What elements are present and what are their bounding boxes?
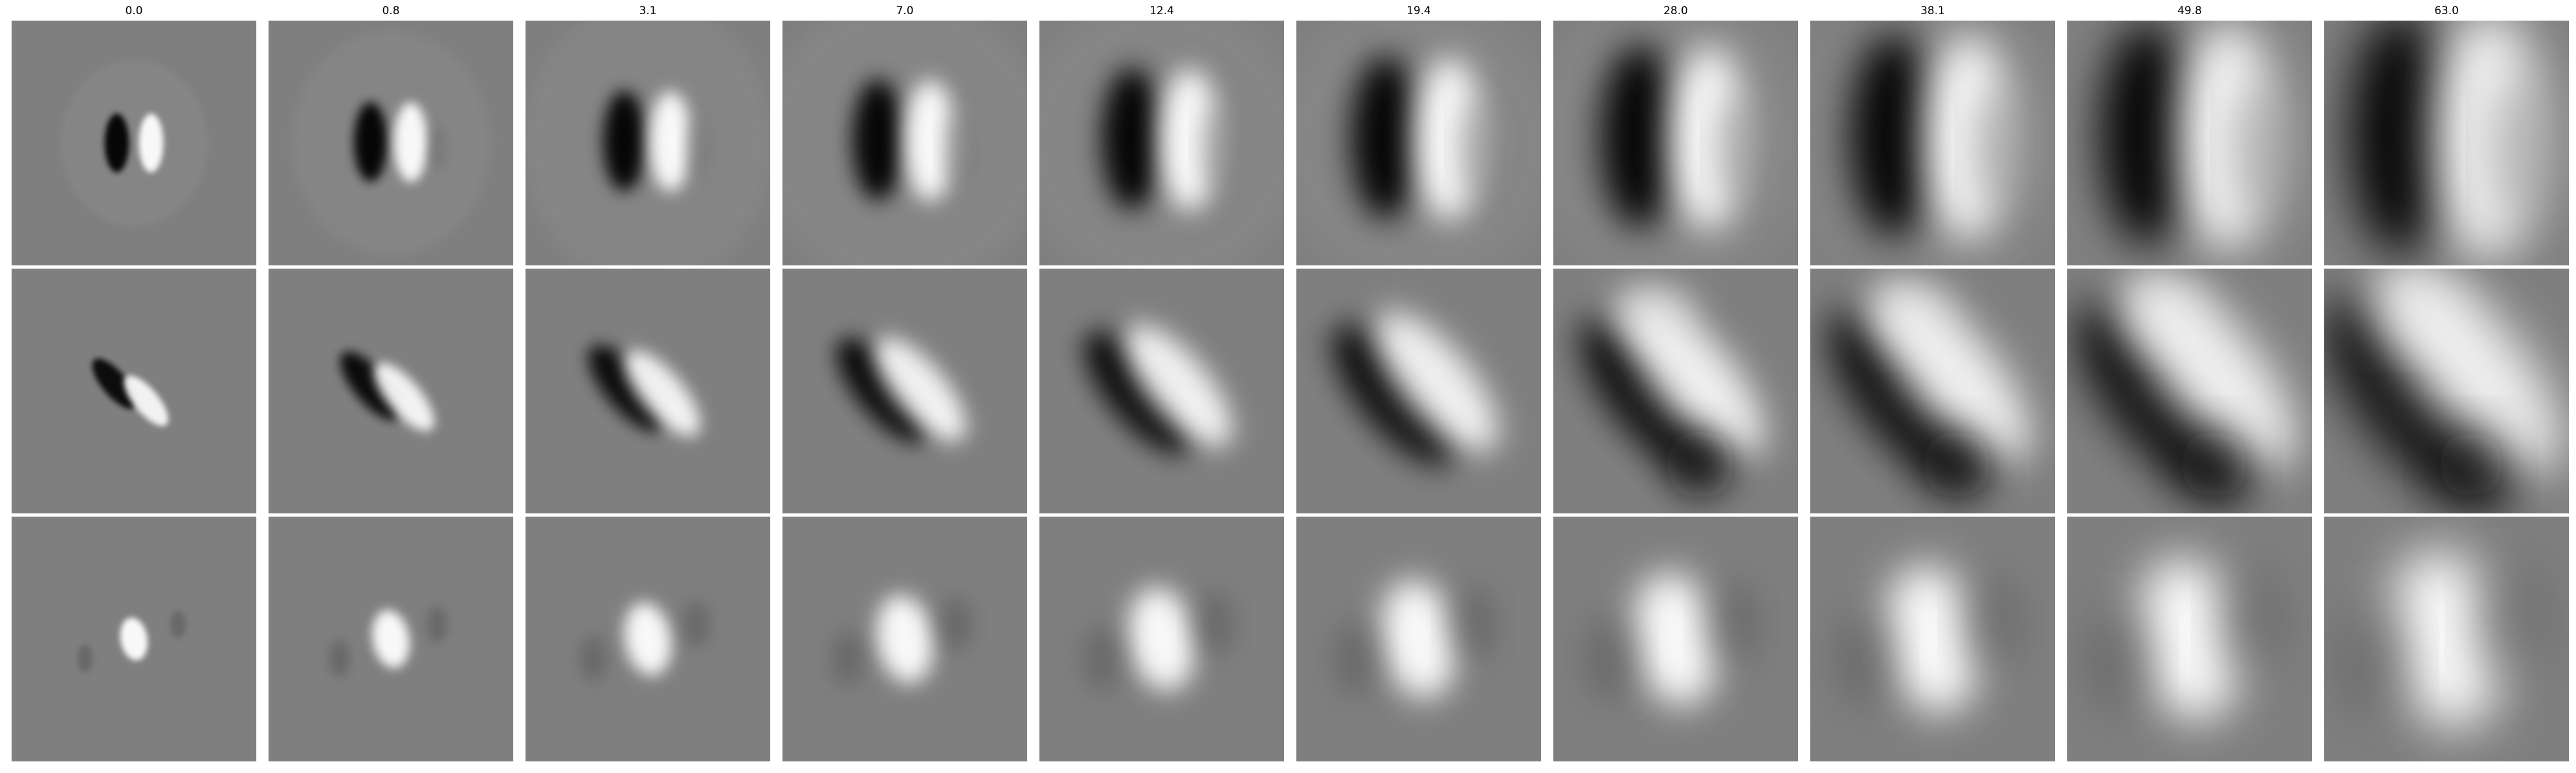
filter-panel bbox=[12, 21, 256, 265]
filter-panel bbox=[2067, 269, 2312, 513]
filter-panel bbox=[526, 21, 770, 265]
filter-panel bbox=[1810, 517, 2055, 761]
filter-panel bbox=[1039, 517, 1284, 761]
filter-panel bbox=[2324, 269, 2569, 513]
column-title: 12.4 bbox=[1039, 4, 1284, 18]
column-title: 7.0 bbox=[782, 4, 1027, 18]
filter-panel bbox=[782, 21, 1027, 265]
filter-panel bbox=[526, 517, 770, 761]
filter-panel bbox=[269, 517, 513, 761]
filter-panel bbox=[2067, 517, 2312, 761]
filter-panel bbox=[782, 517, 1027, 761]
filter-panel bbox=[1553, 269, 1798, 513]
filter-panel bbox=[2067, 21, 2312, 265]
filter-panel bbox=[1296, 517, 1541, 761]
column-title: 28.0 bbox=[1553, 4, 1798, 18]
column-title: 0.0 bbox=[12, 4, 256, 18]
filter-panel bbox=[2324, 21, 2569, 265]
column-title: 38.1 bbox=[1810, 4, 2055, 18]
filter-panel bbox=[1039, 269, 1284, 513]
filter-panel bbox=[12, 269, 256, 513]
filter-panel bbox=[269, 269, 513, 513]
filter-panel bbox=[1810, 21, 2055, 265]
filter-panel bbox=[269, 21, 513, 265]
filter-panel bbox=[1810, 269, 2055, 513]
filter-panel bbox=[2324, 517, 2569, 761]
filter-panel bbox=[1296, 269, 1541, 513]
column-title: 19.4 bbox=[1296, 4, 1541, 18]
column-title: 63.0 bbox=[2324, 4, 2569, 18]
filter-panel bbox=[1553, 517, 1798, 761]
column-title: 3.1 bbox=[526, 4, 770, 18]
column-title: 0.8 bbox=[269, 4, 513, 18]
column-title: 49.8 bbox=[2067, 4, 2312, 18]
filter-panel bbox=[1039, 21, 1284, 265]
filter-panel bbox=[1296, 21, 1541, 265]
filter-panel bbox=[1553, 21, 1798, 265]
filter-panel bbox=[12, 517, 256, 761]
filter-panel bbox=[782, 269, 1027, 513]
filter-panel bbox=[526, 269, 770, 513]
